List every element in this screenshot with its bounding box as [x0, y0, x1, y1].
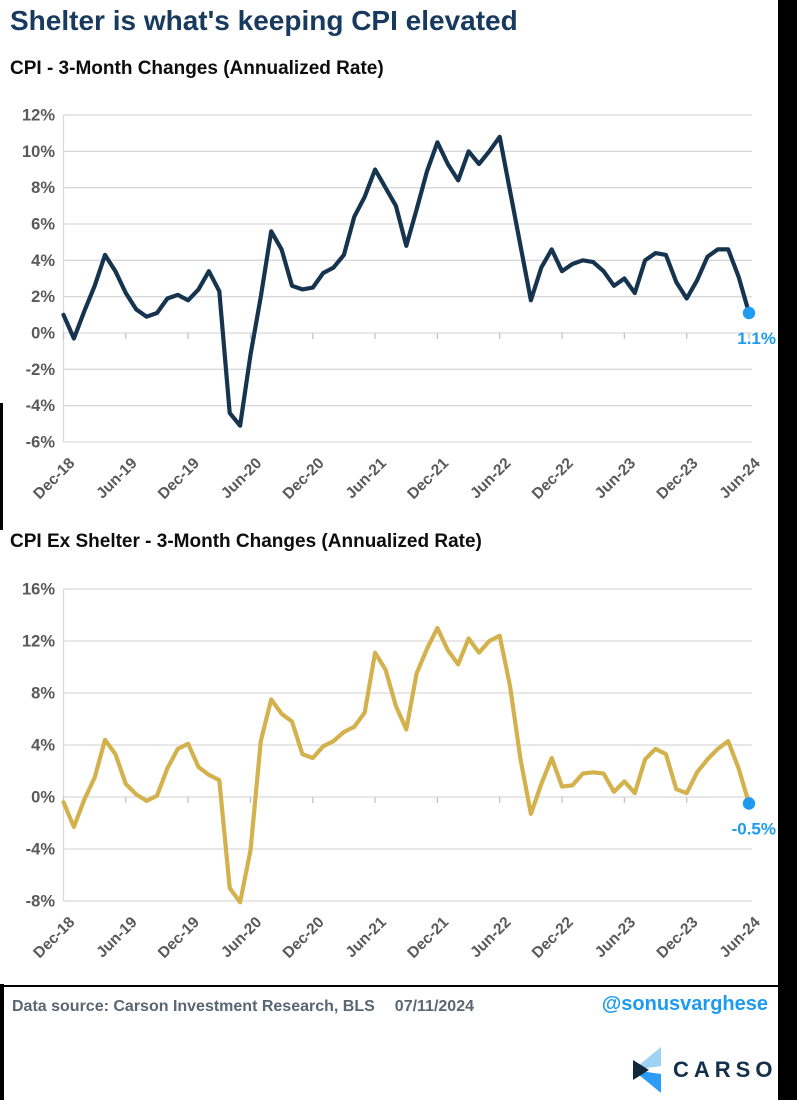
- y-tick-label: 4%: [31, 252, 55, 270]
- left-border-segment-bottom: [0, 984, 4, 1100]
- twitter-handle: @sonusvarghese: [601, 993, 768, 1015]
- x-tick-label: Dec-18: [30, 914, 78, 962]
- x-tick-label: Jun-24: [716, 455, 764, 503]
- chart-cpi-ex-shelter-subtitle: CPI Ex Shelter - 3-Month Changes (Annual…: [10, 531, 482, 552]
- y-tick-label: 16%: [22, 581, 55, 599]
- y-tick-label: 8%: [31, 685, 55, 703]
- endpoint-label: -0.5%: [732, 820, 776, 839]
- x-tick-label: Jun-20: [218, 914, 265, 961]
- x-tick-label: Jun-20: [218, 455, 265, 502]
- y-tick-label: 2%: [31, 288, 55, 306]
- footer-date: 07/11/2024: [394, 998, 474, 1015]
- footer-data-source: Data source: Carson Investment Research,…: [12, 998, 474, 1016]
- y-tick-label: 12%: [22, 107, 55, 125]
- y-tick-label: -8%: [26, 893, 56, 911]
- y-tick-label: -2%: [26, 361, 56, 379]
- x-tick-label: Dec-18: [30, 455, 78, 503]
- x-tick-label: Dec-22: [529, 914, 577, 962]
- x-tick-label: Dec-23: [654, 455, 702, 503]
- endpoint-dot: [742, 306, 756, 320]
- x-tick-label: Dec-19: [155, 914, 203, 962]
- y-tick-label: 0%: [31, 325, 55, 343]
- x-tick-label: Jun-23: [592, 455, 640, 503]
- y-tick-label: -6%: [26, 434, 56, 452]
- endpoint-dot: [742, 797, 756, 810]
- footer-divider-line: [0, 985, 778, 987]
- x-tick-label: Dec-20: [280, 914, 328, 962]
- y-tick-label: -4%: [26, 397, 56, 415]
- data-source-text: Data source: Carson Investment Research,…: [12, 998, 375, 1015]
- x-tick-label: Jun-21: [343, 455, 391, 503]
- left-border-segment-top: [0, 403, 3, 530]
- x-tick-label: Jun-19: [93, 914, 141, 962]
- x-tick-label: Jun-23: [592, 914, 640, 962]
- chart-cpi-subtitle: CPI - 3-Month Changes (Annualized Rate): [10, 58, 384, 79]
- y-tick-label: 0%: [31, 789, 55, 807]
- x-tick-label: Jun-19: [93, 455, 141, 503]
- y-tick-label: 10%: [22, 143, 55, 161]
- x-tick-label: Dec-23: [654, 914, 702, 962]
- y-tick-label: 12%: [22, 633, 55, 651]
- chart-cpi: 12% 10% 8% 6% 4% 2% 0% -2% -4% -6% Dec-18 Jun-19 Dec…: [0, 98, 778, 534]
- endpoint-label: 1.1%: [737, 329, 776, 348]
- page-title: Shelter is what's keeping CPI elevated: [10, 5, 518, 36]
- logo-triangle-light: [633, 1047, 661, 1070]
- carson-logo-icon: [633, 1047, 661, 1093]
- x-tick-label: Dec-21: [404, 455, 452, 503]
- y-tick-label: 8%: [31, 179, 55, 197]
- right-border-bar: [778, 0, 797, 1100]
- y-tick-label: 6%: [31, 216, 55, 234]
- carson-logo: CARSON: [626, 1045, 797, 1095]
- x-tick-label: Dec-19: [155, 455, 203, 503]
- data-line: [61, 625, 752, 905]
- logo-text: CARSON: [673, 1057, 797, 1082]
- y-tick-label: 4%: [31, 737, 55, 755]
- logo-triangle-dark: [633, 1060, 649, 1080]
- cpi-plot: 12% 10% 8% 6% 4% 2% 0% -2% -4% -6% Dec-18 Jun-19 Dec…: [22, 107, 776, 503]
- x-tick-label: Dec-21: [404, 914, 452, 962]
- x-tick-label: Dec-20: [280, 455, 328, 503]
- logo-triangle-bright: [633, 1070, 661, 1093]
- x-tick-label: Jun-21: [343, 914, 391, 962]
- y-tick-label: -4%: [26, 841, 56, 859]
- x-tick-label: Dec-22: [529, 455, 577, 503]
- chart-cpi-ex-shelter: 16% 12% 8% 4% 0% -4% -8% Dec-18 Jun-19 Dec-19 Jun-…: [0, 572, 778, 996]
- x-tick-label: Jun-24: [716, 914, 764, 962]
- x-tick-label: Jun-22: [467, 914, 514, 961]
- cpi-ex-shelter-plot: 16% 12% 8% 4% 0% -4% -8% Dec-18 Jun-19 Dec-19 Jun-…: [22, 581, 776, 962]
- data-line: [61, 134, 752, 428]
- x-tick-label: Jun-22: [467, 455, 514, 502]
